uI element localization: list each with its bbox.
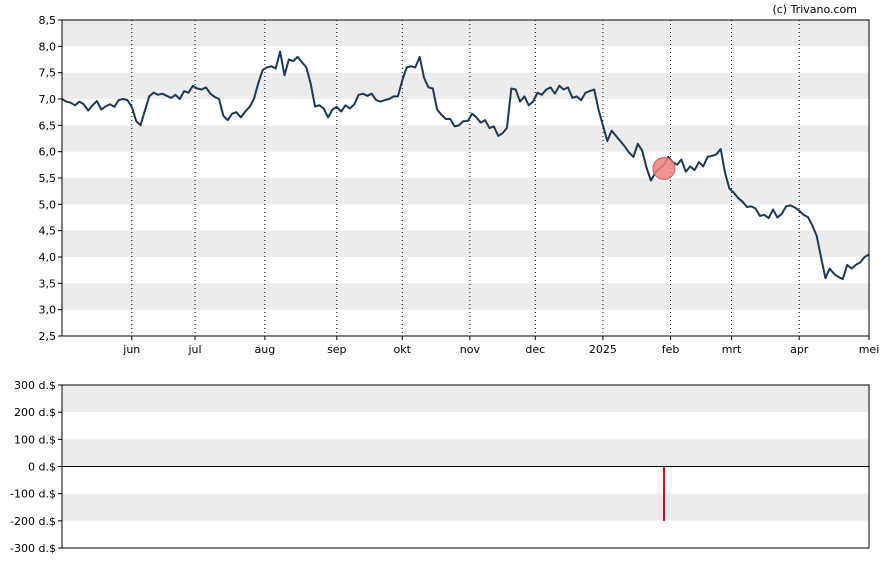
volume-y-tick-label: -300 d.$ [10, 542, 56, 555]
price-band [62, 257, 869, 284]
y-tick-label: 8,5 [39, 14, 57, 27]
x-tick-label: sep [327, 343, 346, 356]
price-line [61, 50, 870, 281]
price-chart-bands [62, 20, 869, 336]
copyright-label: (c) Trivano.com [772, 3, 857, 16]
y-tick-label: 7,0 [39, 93, 57, 106]
y-tick-label: 5,0 [39, 198, 57, 211]
price-band [62, 20, 869, 47]
volume-y-tick-label: -100 d.$ [10, 488, 56, 501]
price-band [62, 283, 869, 310]
volume-y-tick-label: 300 d.$ [14, 379, 56, 392]
price-band [62, 204, 869, 231]
y-tick-label: 6,5 [39, 119, 57, 132]
price-band [62, 125, 869, 152]
x-tick-label: 2025 [589, 343, 617, 356]
x-tick-label: feb [662, 343, 680, 356]
price-chart-axes: 2,5 3,0 3,5 4,0 4,5 5,0 5,5 6,0 6,5 7,0 7,5 8,0 8,5 j… [39, 14, 880, 356]
y-tick-label: 2,5 [39, 330, 57, 343]
y-tick-label: 5,5 [39, 172, 57, 185]
price-band [62, 151, 869, 178]
x-tick-label: jul [187, 343, 201, 356]
y-tick-label: 4,0 [39, 251, 57, 264]
volume-chart-bands [62, 385, 869, 548]
event-marker [652, 157, 676, 181]
volume-chart-axes: 300 d.$ 200 d.$ 100 d.$ 0 d.$ -100 d.$ -200 d… [10, 379, 870, 555]
volume-band [62, 412, 869, 440]
x-tick-label: aug [254, 343, 275, 356]
price-band [62, 309, 869, 336]
volume-band [62, 466, 869, 494]
x-tick-label: jun [122, 343, 140, 356]
price-band [62, 178, 869, 205]
volume-band [62, 439, 869, 467]
x-tick-label: mrt [722, 343, 742, 356]
volume-y-tick-label: 200 d.$ [14, 406, 56, 419]
y-tick-label: 4,5 [39, 225, 57, 238]
volume-band [62, 385, 869, 413]
price-chart-month-gridlines [131, 20, 800, 336]
y-tick-label: 7,5 [39, 67, 57, 80]
x-tick-label: dec [525, 343, 545, 356]
y-tick-label: 3,5 [39, 277, 57, 290]
volume-band [62, 493, 869, 521]
price-band [62, 72, 869, 99]
price-chart-series [61, 50, 870, 281]
volume-y-tick-label: -200 d.$ [10, 515, 56, 528]
y-tick-label: 3,0 [39, 304, 57, 317]
volume-y-tick-label: 100 d.$ [14, 433, 56, 446]
x-tick-label: okt [394, 343, 412, 356]
y-tick-label: 6,0 [39, 146, 57, 159]
price-chart-marker-group [652, 157, 676, 181]
price-band [62, 230, 869, 257]
y-tick-label: 8,0 [39, 40, 57, 53]
volume-y-tick-label: 0 d.$ [28, 461, 56, 474]
price-band [62, 46, 869, 73]
volume-band [62, 520, 869, 548]
x-tick-label: mei [859, 343, 880, 356]
x-tick-label: apr [790, 343, 809, 356]
x-tick-label: nov [460, 343, 481, 356]
